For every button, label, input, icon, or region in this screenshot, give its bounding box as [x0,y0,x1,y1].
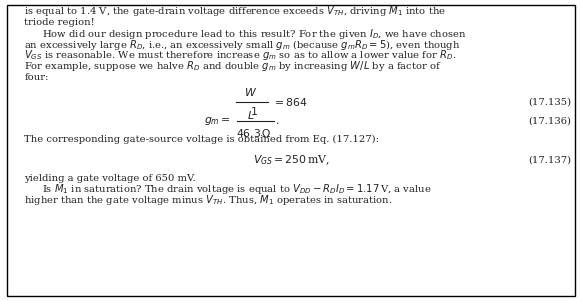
Text: (17.136): (17.136) [528,116,572,126]
Text: $g_m =$: $g_m =$ [204,115,230,127]
Text: an excessively large $R_D$, i.e., an excessively small $g_m$ (because $g_mR_D = : an excessively large $R_D$, i.e., an exc… [24,38,461,51]
Text: (17.135): (17.135) [528,98,572,107]
Text: $46.3\,\Omega$: $46.3\,\Omega$ [236,127,272,139]
Text: higher than the gate voltage minus $V_{TH}$. Thus, $M_1$ operates in saturation.: higher than the gate voltage minus $V_{T… [24,193,393,207]
Text: For example, suppose we halve $R_D$ and double $g_m$ by increasing $W/L$ by a fa: For example, suppose we halve $R_D$ and … [24,59,442,73]
Text: yielding a gate voltage of 650 mV.: yielding a gate voltage of 650 mV. [24,174,196,183]
Text: $W$: $W$ [244,86,257,98]
Text: $V_{GS}$ is reasonable. We must therefore increase $g_m$ so as to allow a lower : $V_{GS}$ is reasonable. We must therefor… [24,48,457,62]
Text: Is $M_1$ in saturation? The drain voltage is equal to $V_{DD} - R_DI_D = 1.17\,$: Is $M_1$ in saturation? The drain voltag… [42,182,431,196]
Text: How did our design procedure lead to this result? For the given $I_D$, we have c: How did our design procedure lead to thi… [42,27,466,41]
Text: $L$: $L$ [247,109,254,121]
Text: The corresponding gate-source voltage is obtained from Eq. (17.127):: The corresponding gate-source voltage is… [24,135,379,144]
Text: $1$: $1$ [250,105,258,117]
Text: triode region!: triode region! [24,18,95,27]
Text: $V_{GS} = 250\,$mV,: $V_{GS} = 250\,$mV, [253,153,329,167]
FancyBboxPatch shape [7,5,575,296]
Text: is equal to 1.4 V, the gate-drain voltage difference exceeds $V_{TH}$, driving $: is equal to 1.4 V, the gate-drain voltag… [24,4,446,18]
Text: .: . [276,116,280,126]
Text: four:: four: [24,73,49,82]
Text: $= 864$: $= 864$ [272,96,308,108]
Text: (17.137): (17.137) [528,156,572,165]
